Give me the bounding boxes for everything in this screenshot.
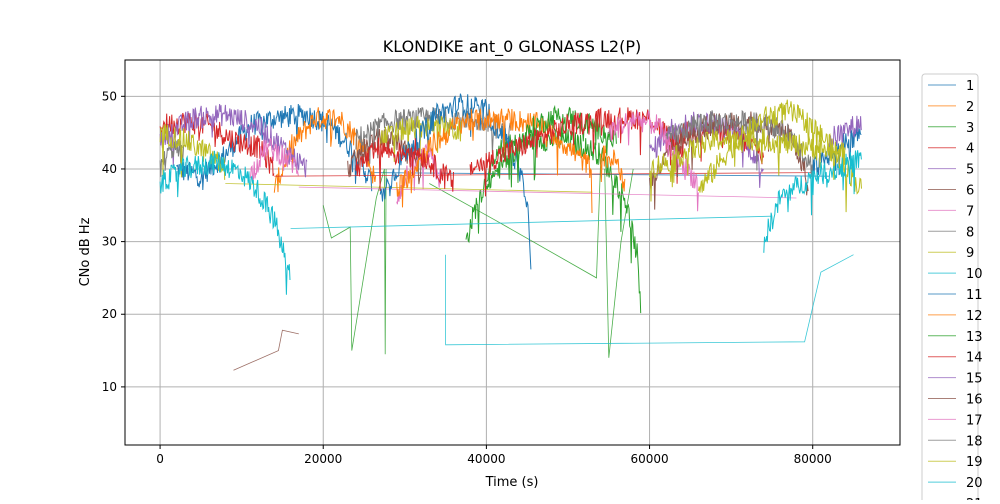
- series-8-trace: [159, 139, 185, 177]
- series-14-trace: [355, 137, 454, 192]
- legend-label: 1: [966, 79, 974, 94]
- legend-item-10: 10: [928, 267, 983, 282]
- y-axis-label: CNo dB Hz: [78, 217, 93, 286]
- legend-item-14: 14: [928, 351, 983, 366]
- legend-label: 13: [966, 330, 983, 345]
- legend-item-5: 5: [928, 163, 974, 178]
- legend-label: 6: [966, 184, 974, 199]
- y-tick-label: 40: [102, 162, 117, 176]
- y-tick-label: 30: [102, 235, 117, 249]
- legend-label: 7: [966, 204, 974, 219]
- series-4-line: [274, 172, 813, 177]
- chart-title: KLONDIKE ant_0 GLONASS L2(P): [383, 37, 641, 57]
- legend-item-13: 13: [928, 330, 983, 345]
- x-tick-label: 80000: [794, 452, 832, 466]
- legend-label: 16: [966, 393, 983, 408]
- legend-label: 17: [966, 413, 983, 428]
- y-tick-label: 50: [102, 89, 117, 103]
- series-20-line: [445, 254, 854, 346]
- legend-item-20: 20: [928, 476, 983, 491]
- legend-item-9: 9: [928, 246, 974, 261]
- legend: 123456789101112131415161718192021: [921, 73, 983, 504]
- series-14-trace: [469, 107, 682, 197]
- legend-label: 11: [966, 288, 983, 303]
- series-9-line: [225, 183, 593, 193]
- legend-item-17: 17: [928, 413, 983, 428]
- series-19-trace: [698, 99, 862, 213]
- legend-label: 12: [966, 309, 983, 324]
- legend-item-1: 1: [928, 79, 974, 94]
- legend-label: 2: [966, 100, 974, 115]
- series-7-line: [298, 186, 797, 199]
- series-group: [159, 93, 862, 371]
- legend-box: [921, 73, 979, 504]
- legend-item-12: 12: [928, 309, 983, 324]
- series-4-trace: [159, 112, 275, 177]
- series-11-trace: [379, 93, 532, 270]
- series-3-line: [429, 161, 601, 279]
- legend-label: 10: [966, 267, 983, 282]
- x-tick-label: 60000: [630, 452, 668, 466]
- series-2-trace: [273, 107, 377, 193]
- legend-item-16: 16: [928, 393, 983, 408]
- legend-item-7: 7: [928, 204, 974, 219]
- x-axis-label: Time (s): [485, 475, 539, 490]
- series-12-trace: [600, 145, 626, 192]
- series-18-trace: [665, 109, 814, 179]
- legend-label: 3: [966, 121, 974, 136]
- legend-item-6: 6: [928, 184, 974, 199]
- x-tick-label: 0: [156, 452, 164, 466]
- legend-item-15: 15: [928, 372, 983, 387]
- series-3-line: [604, 168, 634, 358]
- legend-label: 8: [966, 225, 974, 240]
- legend-label: 20: [966, 476, 983, 491]
- series-19-trace: [649, 128, 846, 202]
- series-6-line: [233, 329, 299, 371]
- x-tick-label: 40000: [467, 452, 505, 466]
- legend-label: 18: [966, 434, 983, 449]
- y-tick-label: 10: [102, 380, 117, 394]
- legend-label: 14: [966, 351, 983, 366]
- legend-item-2: 2: [928, 100, 974, 115]
- legend-item-3: 3: [928, 121, 974, 136]
- plot-frame: [124, 59, 901, 446]
- legend-item-4: 4: [928, 142, 974, 157]
- legend-item-19: 19: [928, 455, 983, 470]
- series-15-trace: [828, 115, 862, 150]
- series-7-trace: [249, 138, 299, 182]
- legend-label: 19: [966, 455, 983, 470]
- series-17-trace: [608, 110, 699, 212]
- y-tick-label: 20: [102, 307, 117, 321]
- legend-item-11: 11: [928, 288, 983, 303]
- x-tick-label: 20000: [304, 452, 342, 466]
- legend-label: 5: [966, 163, 974, 178]
- legend-item-18: 18: [928, 434, 983, 449]
- legend-label: 9: [966, 246, 974, 261]
- series-10-line: [290, 215, 772, 229]
- legend-label: 4: [966, 142, 974, 157]
- series-12-trace: [396, 108, 593, 214]
- legend-label: 15: [966, 372, 983, 387]
- series-20-trace: [763, 150, 862, 253]
- series-3-line: [322, 168, 387, 355]
- legend-item-8: 8: [928, 225, 974, 240]
- series-10-trace: [159, 150, 291, 295]
- axis-ticks: 0 20000 40000 60000 80000 10 20 30 40 50: [102, 89, 832, 466]
